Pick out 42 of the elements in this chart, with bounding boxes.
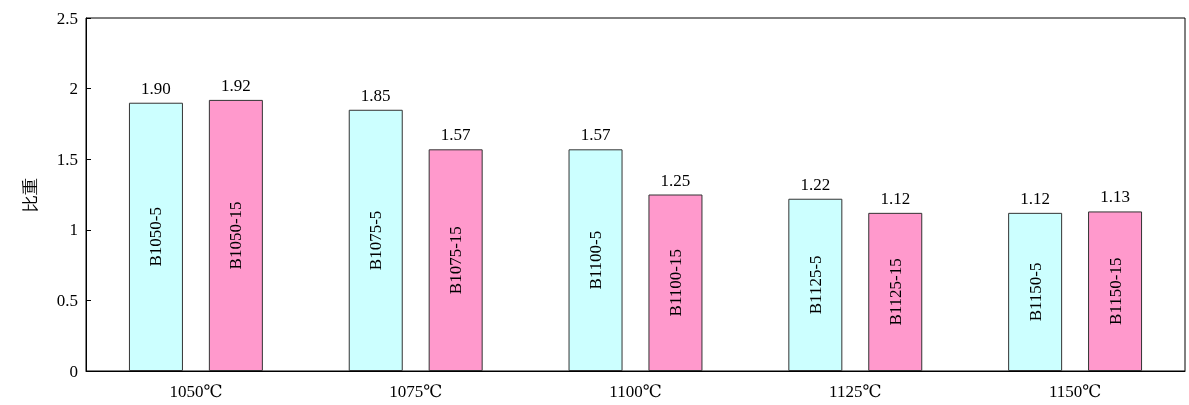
x-tick-label: 1050℃	[169, 382, 223, 401]
bar	[428, 149, 483, 371]
annotation: B1125-5	[805, 255, 825, 315]
x-tick-label: 1125℃	[829, 382, 882, 401]
y-tick-label: 1	[69, 220, 78, 240]
x-tick-label: 1100℃	[609, 382, 662, 401]
bar	[1088, 211, 1143, 371]
bar	[208, 99, 263, 371]
y-tick-label: 1.5	[56, 149, 78, 169]
y-tick-label: 0.5	[56, 290, 78, 310]
data-label: 1.25	[660, 170, 691, 190]
bar	[868, 212, 923, 371]
annotation: B1075-15	[446, 226, 466, 295]
y-tick-label: 2	[69, 79, 78, 99]
bar	[648, 194, 703, 371]
annotation: B1050-5	[146, 207, 166, 267]
annotation: B1150-5	[1025, 262, 1045, 322]
annotation: B1100-15	[665, 249, 685, 317]
bar	[348, 109, 403, 371]
annotation: B1100-5	[586, 230, 606, 290]
annotation: B1150-15	[1105, 257, 1125, 325]
data-label: 1.12	[1020, 188, 1051, 208]
y-axis-title: 比重	[19, 177, 40, 212]
y-tick-label: 2.5	[56, 8, 78, 28]
bar	[568, 149, 623, 371]
bar	[1008, 212, 1063, 371]
data-label: 1.57	[440, 125, 472, 145]
y-tick-label: 0	[69, 361, 78, 381]
data-label: 1.22	[800, 174, 831, 194]
annotation: B1125-15	[885, 258, 905, 326]
annotation: B1050-15	[226, 201, 246, 270]
data-label: 1.57	[580, 125, 611, 145]
bar	[788, 198, 843, 371]
data-label: 1.85	[360, 85, 391, 105]
data-label: 1.13	[1100, 187, 1130, 207]
x-tick-label: 1150℃	[1048, 382, 1102, 401]
data-label: 1.90	[141, 78, 171, 98]
bar	[128, 102, 183, 371]
data-label: 1.12	[880, 188, 911, 208]
data-label: 1.92	[220, 75, 251, 95]
x-tick-label: 1075℃	[389, 382, 443, 401]
annotation: B1075-5	[366, 210, 386, 271]
